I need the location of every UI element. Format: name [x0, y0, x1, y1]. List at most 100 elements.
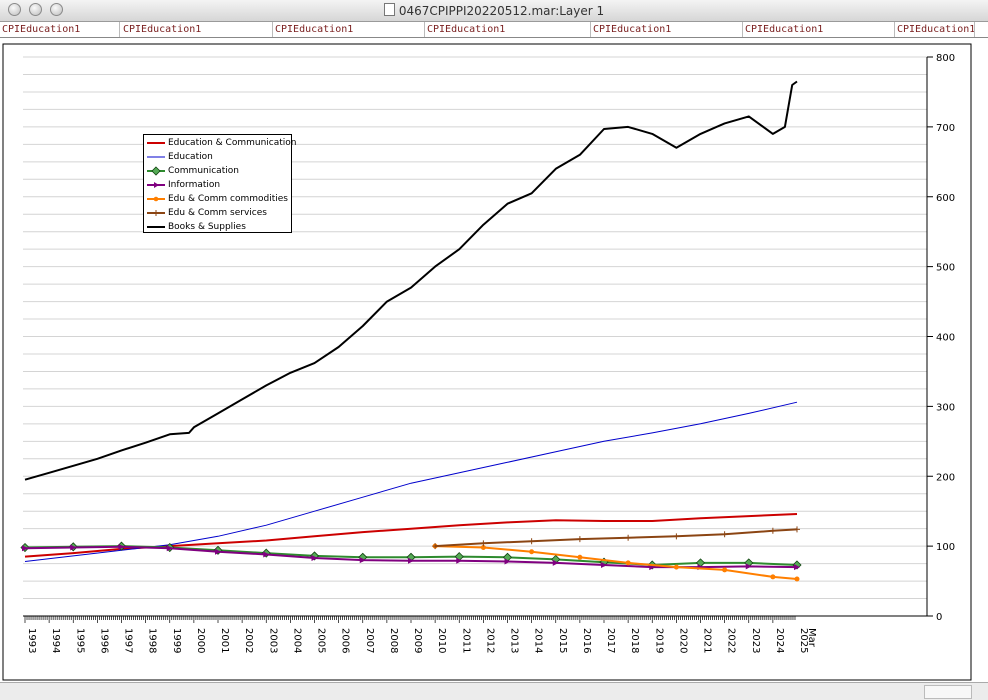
data-point — [577, 554, 583, 560]
x-tick-label: 1998 — [147, 628, 158, 653]
y-tick-label: 100 — [936, 542, 955, 553]
data-point — [432, 543, 439, 550]
y-tick-label: 500 — [936, 263, 955, 274]
legend-swatch — [147, 210, 165, 216]
close-window-button[interactable] — [8, 3, 21, 16]
data-point — [480, 545, 486, 551]
x-tick-label: 2012 — [484, 628, 495, 653]
data-point — [528, 538, 535, 545]
x-tick-label: 1994 — [50, 628, 61, 653]
x-tick-label: 2021 — [702, 628, 713, 653]
x-tick-label: 1997 — [123, 628, 134, 653]
legend-swatch — [147, 156, 165, 158]
zoom-window-button[interactable] — [50, 3, 63, 16]
x-tick-label: 2017 — [605, 628, 616, 653]
x-tick-label: 1993 — [26, 628, 37, 653]
legend-item: Books & Supplies — [147, 220, 291, 234]
x-tick-label: 2009 — [412, 628, 423, 653]
legend-label: Edu & Comm services — [168, 208, 267, 218]
data-point — [480, 540, 487, 547]
legend-label: Information — [168, 180, 221, 190]
x-tick-label: 2014 — [533, 628, 544, 653]
data-point — [794, 526, 800, 533]
plot-frame — [2, 43, 972, 681]
legend-item: Education & Communication — [147, 136, 296, 150]
y-tick-label: 700 — [936, 123, 955, 134]
layer-tab[interactable]: CPIEducation1 — [591, 22, 743, 37]
layer-tab[interactable]: CPIEducation1 — [897, 22, 975, 37]
layer-tab-bar: CPIEducation1 CPIEducation1 CPIEducation… — [0, 22, 988, 38]
series-line — [24, 80, 798, 481]
legend-item: Edu & Comm services — [147, 206, 291, 220]
data-point — [456, 557, 463, 564]
x-tick-label: 2007 — [364, 628, 375, 653]
resize-grip[interactable] — [924, 685, 972, 699]
data-point — [745, 563, 752, 570]
legend-label: Books & Supplies — [168, 222, 246, 232]
y-tick-label: 300 — [936, 402, 955, 413]
x-tick-label: 2011 — [460, 628, 471, 653]
x-tick-label: 2024 — [774, 628, 785, 653]
data-point — [70, 544, 77, 551]
x-tick-label: 2016 — [581, 628, 592, 653]
series-line — [24, 401, 798, 562]
window-titlebar: 0467CPIPPI20220512.mar:Layer 1 — [0, 0, 988, 22]
x-tick-label: 2020 — [677, 628, 688, 653]
layer-tab[interactable]: CPIEducation1 — [743, 22, 895, 37]
y-tick-label: 600 — [936, 193, 955, 204]
data-point — [166, 545, 173, 552]
x-tick-label: 1999 — [171, 628, 182, 653]
data-point — [311, 555, 318, 562]
x-tick-label: 2018 — [629, 628, 640, 653]
x-tick-label: 2004 — [291, 628, 302, 653]
x-tick-label: 2015 — [557, 628, 568, 653]
legend-swatch — [147, 182, 165, 188]
layer-tab[interactable]: CPIEducation1 — [425, 22, 591, 37]
x-tick-label: 2006 — [340, 628, 351, 653]
legend-swatch — [147, 226, 165, 228]
minimize-window-button[interactable] — [29, 3, 42, 16]
document-icon — [383, 3, 395, 16]
legend-swatch — [147, 166, 165, 176]
chart-plot: 0 100 200 300 400 500 600 700 800 1993 1994 1995 199… — [2, 43, 972, 681]
legend-swatch — [147, 196, 165, 202]
legend-swatch — [147, 142, 165, 144]
data-point — [673, 564, 679, 570]
data-point — [794, 564, 800, 571]
x-tick-label: 2002 — [243, 628, 254, 653]
x-tick-label: 2010 — [436, 628, 447, 653]
data-point — [552, 559, 559, 566]
legend-item: Information — [147, 178, 291, 192]
x-tick-label: 2003 — [267, 628, 278, 653]
layer-tab[interactable]: CPIEducation1 — [121, 22, 273, 37]
data-point — [794, 576, 800, 582]
legend-label: Edu & Comm commodities — [168, 194, 288, 204]
data-point — [601, 561, 607, 568]
layer-tab[interactable]: CPIEducation1 — [0, 22, 120, 37]
data-point — [22, 545, 28, 552]
x-tick-label: Mar — [806, 628, 817, 648]
layer-tab[interactable]: CPIEducation1 — [273, 22, 425, 37]
x-tick-label: 2019 — [653, 628, 664, 653]
x-tick-label: 2001 — [219, 628, 230, 653]
data-point — [673, 533, 680, 540]
legend-label: Education & Communication — [168, 138, 297, 148]
series-line — [435, 528, 798, 548]
legend-item: Communication — [147, 164, 291, 178]
data-point — [118, 543, 125, 550]
window-title: 0467CPIPPI20220512.mar:Layer 1 — [0, 3, 988, 18]
data-point — [215, 548, 221, 555]
data-point — [408, 557, 414, 564]
legend-item: Edu & Comm commodities — [147, 192, 291, 206]
x-tick-label: 2013 — [509, 628, 520, 653]
data-point — [529, 549, 535, 555]
y-tick-label: 800 — [936, 53, 955, 64]
x-tick-label: 2023 — [750, 628, 761, 653]
data-point — [263, 551, 270, 558]
legend-label: Communication — [168, 166, 239, 176]
legend-item: Education — [147, 150, 291, 164]
y-tick-label: 0 — [936, 612, 942, 623]
chart-legend: Education & Communication Education Commun… — [143, 134, 296, 234]
data-point — [722, 567, 728, 573]
legend-label: Education — [168, 152, 213, 162]
